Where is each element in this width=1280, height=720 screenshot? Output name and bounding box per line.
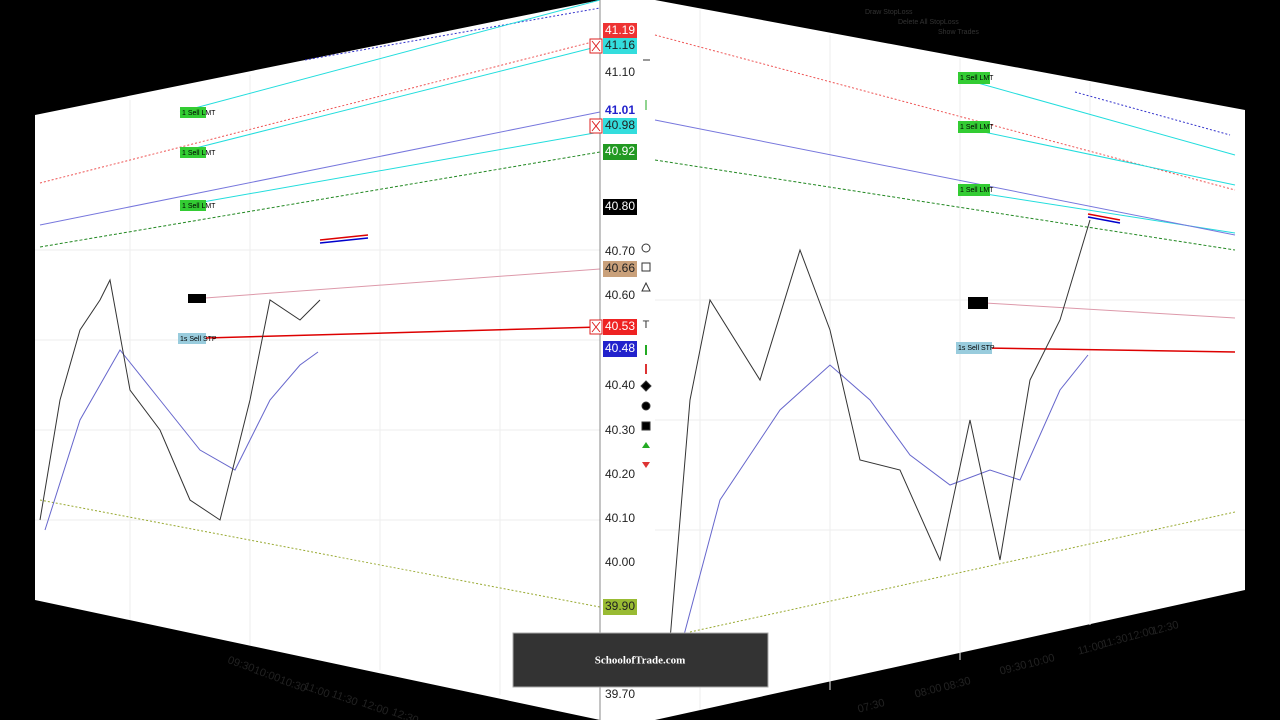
price-label: 40.66 xyxy=(605,261,635,275)
cancel-x xyxy=(591,321,601,333)
price-box xyxy=(603,319,637,335)
toolbar-button[interactable]: Delete All StopLoss xyxy=(898,19,959,26)
right-order-tags: 1 Sell LMT 1 Sell LMT 1 Sell LMT 1s Sell… xyxy=(956,72,995,354)
svg-text:T: T xyxy=(643,319,650,331)
price-label: 39.90 xyxy=(605,599,635,613)
price-label: 40.80 xyxy=(605,199,635,213)
right-chart-panel xyxy=(655,0,1245,720)
right-grid xyxy=(655,10,1245,710)
cancel-x xyxy=(591,40,601,52)
toolbar-button[interactable]: Draw StopLoss xyxy=(865,9,913,16)
price-box xyxy=(603,144,637,160)
watermark: SchoolofTrade.com xyxy=(595,655,686,667)
order-tag[interactable]: 1s Sell STP xyxy=(180,336,217,343)
toolbar-icons: T xyxy=(640,59,652,468)
left-order-tags: 1 Sell LMT 1 Sell LMT 1 Sell LMT 1s Sell… xyxy=(178,107,217,344)
price-box xyxy=(603,341,637,357)
price-box xyxy=(603,118,637,134)
right-toolbar: Draw StopLoss Delete All StopLoss Show T… xyxy=(865,9,979,36)
right-levels xyxy=(654,34,1236,651)
price-label: 40.53 xyxy=(605,319,635,333)
price-label: 41.19 xyxy=(605,23,635,37)
price-box xyxy=(603,599,637,615)
price-label: 40.20 xyxy=(605,467,635,481)
toolbar-button[interactable]: Show Trades xyxy=(938,29,979,36)
price-label: 40.60 xyxy=(605,288,635,302)
price-box xyxy=(603,23,637,39)
order-tag[interactable]: 1 Sell LMT xyxy=(960,124,994,131)
order-tag[interactable]: 1 Sell LMT xyxy=(182,150,216,157)
price-label: 40.30 xyxy=(605,423,635,437)
left-grid xyxy=(35,22,600,695)
price-box xyxy=(603,38,637,54)
cancel-x xyxy=(591,120,601,132)
price-box xyxy=(603,199,637,215)
price-label: 40.98 xyxy=(605,118,635,132)
order-tag[interactable]: 1 Sell LMT xyxy=(960,75,994,82)
order-tag[interactable]: 1 Sell LMT xyxy=(960,187,994,194)
watermark-box xyxy=(512,632,769,688)
left-chart-panel xyxy=(35,0,600,720)
price-label: 40.92 xyxy=(605,144,635,158)
price-label: 39.70 xyxy=(605,687,635,701)
price-label: 40.48 xyxy=(605,341,635,355)
drawing-toolbar xyxy=(638,0,655,720)
left-levels xyxy=(39,0,601,608)
price-label: 41.16 xyxy=(605,38,635,52)
price-label: 41.10 xyxy=(605,65,635,79)
price-label: 40.00 xyxy=(605,555,635,569)
price-label: 40.40 xyxy=(605,378,635,392)
order-tag[interactable]: 1s Sell STP xyxy=(958,345,995,352)
price-label: 40.10 xyxy=(605,511,635,525)
price-label: 40.70 xyxy=(605,244,635,258)
order-tag[interactable]: 1 Sell LMT xyxy=(182,110,216,117)
order-tag[interactable]: 1 Sell LMT xyxy=(182,203,216,210)
price-label: 41.01 xyxy=(605,103,635,117)
price-box xyxy=(603,261,637,277)
